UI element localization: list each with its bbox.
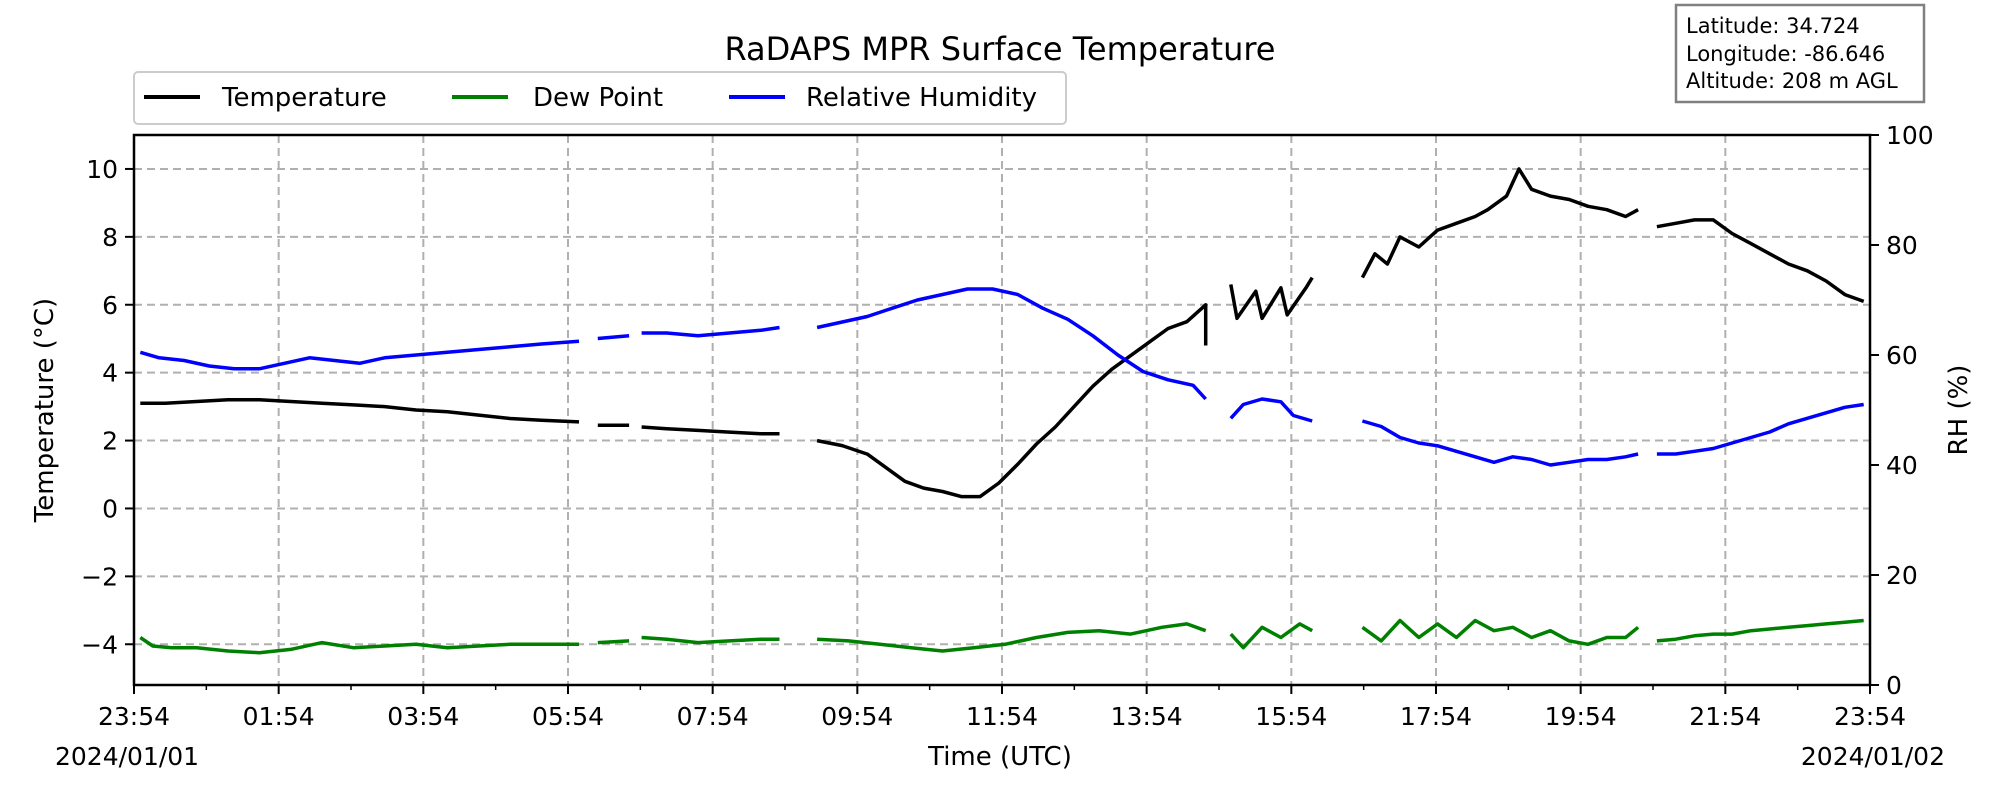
y-axis-label-left: Temperature (°C) — [30, 298, 60, 523]
x-tick-label: 15:54 — [1255, 702, 1327, 731]
y-axis-label-right: RH (%) — [1944, 365, 1974, 456]
y-tick-label-right: 100 — [1886, 121, 1934, 150]
grid — [134, 135, 1870, 685]
series-segment — [1229, 276, 1314, 321]
series-segment — [1656, 618, 1864, 643]
x-tick-label: 19:54 — [1545, 702, 1617, 731]
y-tick-label-left: 6 — [102, 291, 118, 320]
series-segment — [1656, 402, 1864, 456]
x-axis: 23:54 01:54 03:54 05:54 07:54 09:54 11:54 13:54… — [98, 685, 1906, 731]
info-longitude: Longitude: -86.646 — [1686, 42, 1885, 66]
y-tick-label-right: 40 — [1886, 451, 1918, 480]
series-segment — [1229, 622, 1314, 650]
legend-label-relative-humidity: Relative Humidity — [806, 83, 1037, 113]
x-axis-label: Time (UTC) — [927, 742, 1072, 772]
x-tick-label: 13:54 — [1111, 702, 1183, 731]
series-segment — [817, 622, 1207, 653]
series-segment — [139, 636, 579, 655]
series-segment — [1361, 618, 1640, 647]
series-relative-humidity — [139, 287, 1864, 467]
x-tick-label: 09:54 — [821, 702, 893, 731]
y-tick-label-left: 4 — [102, 359, 118, 388]
y-axis-left: −4 −2 0 2 4 6 8 10 — [81, 155, 134, 659]
series-segment — [1229, 397, 1313, 423]
series-segment — [140, 398, 580, 424]
x-tick-label: 01:54 — [243, 702, 315, 731]
x-tick-label: 05:54 — [532, 702, 604, 731]
y-tick-label-right: 80 — [1886, 231, 1918, 260]
x-tick-label: 21:54 — [1689, 702, 1761, 731]
series-segment — [1361, 419, 1639, 467]
series-segment — [139, 339, 580, 371]
y-tick-label-left: 10 — [86, 155, 118, 184]
series-segment — [816, 303, 1208, 499]
x-tick-label: 11:54 — [966, 702, 1038, 731]
x-tick-label: 17:54 — [1400, 702, 1472, 731]
series-segment — [597, 334, 630, 341]
chart-title: RaDAPS MPR Surface Temperature — [725, 30, 1276, 68]
series-segment — [641, 425, 780, 436]
info-box: Latitude: 34.724 Longitude: -86.646 Alti… — [1674, 3, 1926, 104]
series-segment — [641, 635, 780, 645]
y-tick-label-left: −4 — [81, 630, 118, 659]
series-segment — [597, 639, 630, 645]
y-tick-label-left: 8 — [102, 223, 118, 252]
y-tick-label-right: 0 — [1886, 671, 1902, 700]
y-axis-right: 0 20 40 60 80 100 — [1870, 121, 1934, 700]
series-group — [139, 167, 1865, 655]
x-tick-label: 23:54 — [1834, 702, 1906, 731]
x-tick-label: 03:54 — [387, 702, 459, 731]
info-latitude: Latitude: 34.724 — [1686, 14, 1860, 38]
y-tick-label-left: 0 — [102, 494, 118, 523]
x-end-date: 2024/01/02 — [1801, 742, 1945, 771]
x-tick-label: 07:54 — [677, 702, 749, 731]
series-segment — [1656, 218, 1865, 304]
y-tick-label-right: 60 — [1886, 341, 1918, 370]
x-start-date: 2024/01/01 — [55, 742, 199, 771]
y-tick-label-right: 20 — [1886, 561, 1918, 590]
legend-label-temperature: Temperature — [221, 83, 387, 113]
series-dew-point — [139, 618, 1864, 655]
legend: Temperature Dew Point Relative Humidity — [133, 71, 1067, 125]
info-box-frame — [1674, 3, 1926, 104]
y-tick-label-left: 2 — [102, 427, 118, 456]
x-tick-label: 23:54 — [98, 702, 170, 731]
series-segment — [641, 325, 780, 338]
legend-label-dew-point: Dew Point — [533, 83, 663, 113]
series-segment — [816, 287, 1207, 401]
series-temperature — [140, 167, 1865, 499]
info-altitude: Altitude: 208 m AGL — [1686, 69, 1898, 93]
y-tick-label-left: −2 — [81, 562, 118, 591]
legend-box — [133, 71, 1067, 125]
series-segment — [1360, 167, 1639, 279]
